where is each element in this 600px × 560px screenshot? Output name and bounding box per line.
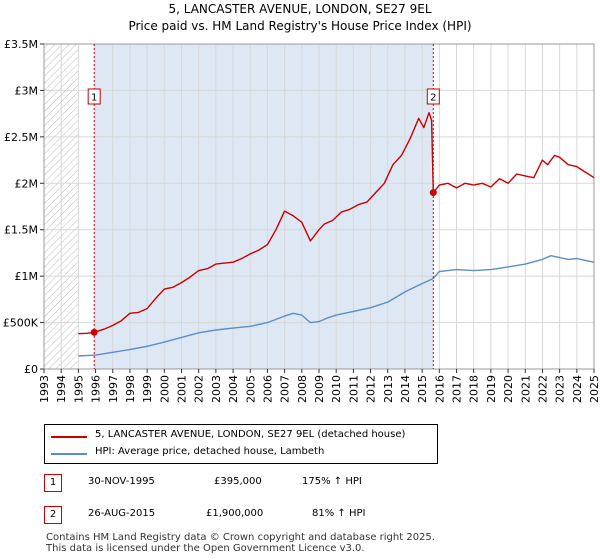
x-tick-label: 2013 xyxy=(382,375,395,403)
x-tick-label: 2018 xyxy=(468,375,481,403)
sale-marker-label-1: 1 xyxy=(91,93,97,104)
y-tick-label: £2M xyxy=(15,177,39,190)
sale-date-2: 26-AUG-2015 xyxy=(88,508,156,519)
y-tick-label: £500K xyxy=(3,317,39,330)
x-tick-label: 2008 xyxy=(296,375,309,403)
x-tick-label: 2023 xyxy=(554,375,567,403)
x-tick-label: 1995 xyxy=(72,375,85,403)
y-tick-label: £0 xyxy=(24,363,38,376)
x-tick-label: 2012 xyxy=(365,375,378,403)
x-tick-label: 2024 xyxy=(571,375,584,403)
x-tick-label: 2025 xyxy=(588,375,600,403)
chart-area: £0 £500K £1M £1.5M £2M £2.5M £3M £3.5M 1993 1994 1… xyxy=(3,38,600,403)
x-tick-label: 2004 xyxy=(227,375,240,403)
sale-marker-box-2 xyxy=(426,88,440,105)
x-tick-label: 2007 xyxy=(279,375,292,403)
ownership-band xyxy=(94,44,434,369)
y-tick-label: £3.5M xyxy=(4,38,38,51)
footer-licence: This data is licensed under the Open Gov… xyxy=(46,543,365,554)
x-tick-label: 2006 xyxy=(261,375,274,403)
x-tick-label: 2020 xyxy=(502,375,515,403)
x-tick-label: 2015 xyxy=(416,375,429,403)
sale-date-1: 30-NOV-1995 xyxy=(88,476,155,487)
x-tick-label: 2010 xyxy=(330,375,343,403)
x-tick-label: 2017 xyxy=(451,375,464,403)
x-tick-label: 1998 xyxy=(124,375,137,403)
y-tick-label: £1M xyxy=(15,270,39,283)
sale-price-1: £395,000 xyxy=(214,476,262,487)
x-tick-label: 1999 xyxy=(141,375,154,403)
chart-title: 5, LANCASTER AVENUE, LONDON, SE27 9EL xyxy=(168,2,432,16)
x-tick-label: 1996 xyxy=(90,375,103,403)
x-tick-label: 2019 xyxy=(485,375,498,403)
x-tick-label: 2021 xyxy=(519,375,532,403)
x-tick-label: 2016 xyxy=(433,375,446,403)
sale-marker-label-2: 2 xyxy=(430,93,436,104)
sale-hpi-1: 175% ↑ HPI xyxy=(302,476,362,487)
x-tick-label: 2009 xyxy=(313,375,326,403)
x-tick-label: 2002 xyxy=(193,375,206,403)
sale-badge-2: 2 xyxy=(44,506,62,524)
sale-price-2: £1,900,000 xyxy=(206,508,264,519)
x-tick-label: 2022 xyxy=(536,375,549,403)
sale-badge-1: 1 xyxy=(44,474,62,492)
x-tick-label: 2005 xyxy=(244,375,257,403)
hpi-line xyxy=(78,254,595,357)
footer-copyright: Contains HM Land Registry data © Crown c… xyxy=(46,532,435,543)
sale-point-2 xyxy=(429,189,437,197)
x-tick-label: 1997 xyxy=(107,375,120,403)
legend: 5, LANCASTER AVENUE, LONDON, SE27 9EL (d… xyxy=(44,424,438,464)
x-tick-label: 1993 xyxy=(38,375,51,403)
chart-subtitle: Price paid vs. HM Land Registry's House … xyxy=(128,19,472,33)
legend-swatch-hpi xyxy=(51,453,87,455)
x-tick-label: 2000 xyxy=(158,375,171,403)
sale-point-1 xyxy=(90,328,98,336)
x-tick-label: 2014 xyxy=(399,375,412,403)
x-tick-label: 2003 xyxy=(210,375,223,403)
x-tick-label: 1994 xyxy=(55,375,68,403)
legend-label-property: 5, LANCASTER AVENUE, LONDON, SE27 9EL (d… xyxy=(95,429,406,440)
y-tick-label: £3M xyxy=(15,84,39,97)
x-tick-label: 2001 xyxy=(176,375,189,403)
legend-swatch-property xyxy=(51,436,87,438)
y-tick-label: £1.5M xyxy=(4,224,38,237)
x-tick-label: 2011 xyxy=(347,375,360,403)
sale-hpi-2: 81% ↑ HPI xyxy=(312,508,366,519)
legend-label-hpi: HPI: Average price, detached house, Lamb… xyxy=(95,446,325,457)
y-tick-label: £2.5M xyxy=(4,131,38,144)
sale-marker-box-1 xyxy=(87,88,101,105)
property-price-line xyxy=(78,111,595,335)
